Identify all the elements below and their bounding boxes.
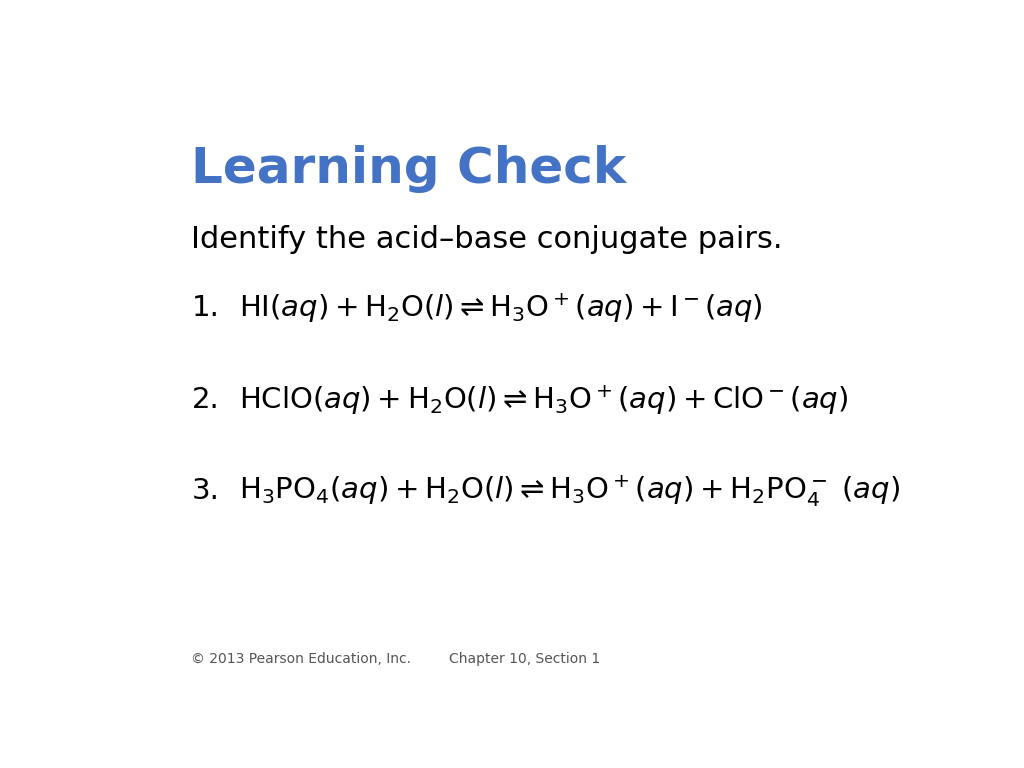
- Text: Learning Check: Learning Check: [191, 145, 627, 194]
- Text: 2.: 2.: [191, 386, 219, 414]
- Text: Chapter 10, Section 1: Chapter 10, Section 1: [450, 652, 600, 666]
- Text: $\mathsf{HClO}(aq) + \mathsf{H_2O}(\mathit{l}) \rightleftharpoons \mathsf{H_3O^+: $\mathsf{HClO}(aq) + \mathsf{H_2O}(\math…: [240, 382, 849, 416]
- Text: © 2013 Pearson Education, Inc.: © 2013 Pearson Education, Inc.: [191, 652, 412, 666]
- Text: 1.: 1.: [191, 294, 219, 322]
- Text: Identify the acid–base conjugate pairs.: Identify the acid–base conjugate pairs.: [191, 225, 783, 254]
- Text: 3.: 3.: [191, 478, 219, 505]
- Text: $\mathsf{HI}(aq) + \mathsf{H_2O}(\mathit{l}) \rightleftharpoons \mathsf{H_3O^+}(: $\mathsf{HI}(aq) + \mathsf{H_2O}(\mathit…: [240, 291, 763, 325]
- Text: $\mathsf{H_3PO_4}(aq) + \mathsf{H_2O}(\mathit{l}) \rightleftharpoons \mathsf{H_3: $\mathsf{H_3PO_4}(aq) + \mathsf{H_2O}(\m…: [240, 473, 900, 509]
